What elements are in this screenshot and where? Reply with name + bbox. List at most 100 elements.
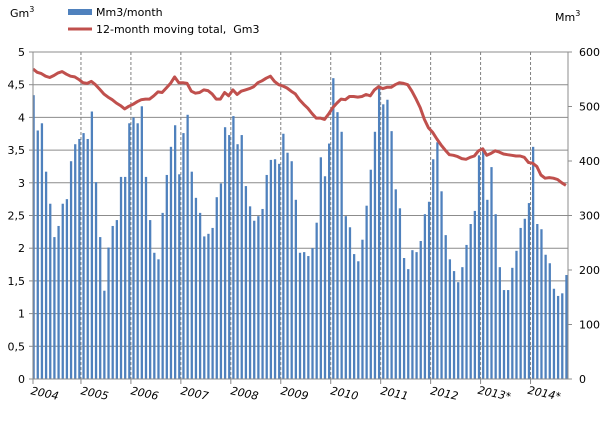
- bar: [161, 212, 164, 379]
- bar: [107, 247, 110, 379]
- bar: [261, 208, 264, 379]
- bar: [348, 227, 352, 379]
- right-unit-label: Mm3: [555, 9, 580, 24]
- year-label: 2007: [180, 384, 210, 403]
- bar: [265, 174, 268, 379]
- bar: [382, 104, 385, 379]
- bar: [402, 258, 406, 379]
- bar: [544, 254, 547, 379]
- bar: [69, 161, 73, 379]
- bar: [457, 282, 460, 379]
- bar: [111, 225, 114, 379]
- bar: [44, 171, 48, 379]
- year-label: 2008: [229, 384, 259, 403]
- year-label: 2012: [429, 384, 459, 403]
- bar: [390, 131, 393, 379]
- bar: [90, 111, 94, 379]
- bar: [232, 116, 235, 379]
- bar: [219, 183, 223, 379]
- bar: [269, 159, 273, 379]
- bar: [377, 85, 381, 379]
- bar: [282, 133, 285, 379]
- bar: [65, 199, 69, 379]
- bar: [178, 174, 181, 379]
- bar: [386, 99, 389, 379]
- right-tick-label: 300: [579, 210, 600, 223]
- bar: [311, 248, 314, 379]
- right-tick-label: 600: [579, 46, 600, 59]
- bar: [482, 148, 485, 379]
- bar: [477, 155, 481, 379]
- bar: [315, 222, 318, 379]
- bar: [498, 267, 501, 379]
- bar: [423, 214, 427, 379]
- bar: [407, 269, 410, 379]
- legend-bar-label: Mm3/month: [96, 6, 163, 19]
- bar: [328, 143, 331, 379]
- bar: [502, 290, 506, 379]
- bar: [99, 237, 102, 379]
- bar: [78, 138, 81, 379]
- moving-total-line: [32, 67, 567, 187]
- bar: [515, 250, 518, 379]
- left-tick-label: 0: [18, 373, 25, 386]
- bar: [369, 169, 372, 379]
- bar: [536, 224, 539, 379]
- bar: [307, 256, 310, 379]
- bar: [40, 123, 44, 379]
- bar: [461, 267, 464, 379]
- year-label: 2006: [130, 384, 160, 403]
- axes: 0 0,5 1 1,5 2 2,5 3 3,5 4 4,5 5 0 100 200 300 400 500 600…: [8, 46, 601, 404]
- bar: [373, 131, 377, 379]
- bar: [336, 112, 339, 379]
- year-label: 2011: [379, 384, 409, 403]
- bar: [494, 214, 497, 379]
- bar: [432, 159, 435, 379]
- bar: [228, 135, 231, 379]
- bar: [361, 239, 364, 379]
- bar: [223, 127, 227, 380]
- bar: [136, 123, 139, 379]
- bar: [140, 106, 143, 380]
- bar: [149, 220, 152, 379]
- bar: [53, 237, 56, 379]
- bar: [507, 290, 510, 379]
- bar: [298, 252, 302, 379]
- bar: [552, 288, 556, 379]
- bar: [157, 259, 160, 379]
- bar: [519, 227, 522, 379]
- bar: [332, 78, 335, 379]
- left-tick-label: 5: [18, 46, 25, 59]
- year-label: 2013*: [477, 384, 513, 404]
- bar: [286, 152, 289, 379]
- bar: [169, 146, 173, 379]
- bar: [319, 157, 322, 379]
- left-unit-label: Gm3: [10, 5, 34, 20]
- bar: [194, 197, 198, 379]
- bar: [398, 208, 402, 379]
- bar: [561, 293, 564, 379]
- line-series: [32, 67, 567, 187]
- bar: [86, 138, 89, 379]
- bar: [278, 163, 281, 379]
- bar: [186, 114, 189, 379]
- bar: [57, 225, 60, 379]
- bar: [452, 271, 456, 379]
- right-tick-label: 200: [579, 264, 600, 277]
- bar: [548, 263, 551, 379]
- bar: [565, 275, 568, 379]
- bar: [182, 133, 185, 379]
- bar: [132, 117, 135, 380]
- bar: [153, 252, 156, 379]
- left-tick-label: 3: [18, 177, 25, 190]
- left-tick-label: 3,5: [8, 144, 26, 157]
- bar: [215, 197, 218, 379]
- bar: [440, 191, 443, 379]
- year-label: 2005: [80, 384, 110, 403]
- left-tick-label: 2: [18, 242, 25, 255]
- bar: [323, 176, 327, 379]
- bar: [411, 250, 414, 379]
- bar: [115, 220, 119, 379]
- bar: [244, 186, 248, 379]
- bar: [444, 235, 447, 379]
